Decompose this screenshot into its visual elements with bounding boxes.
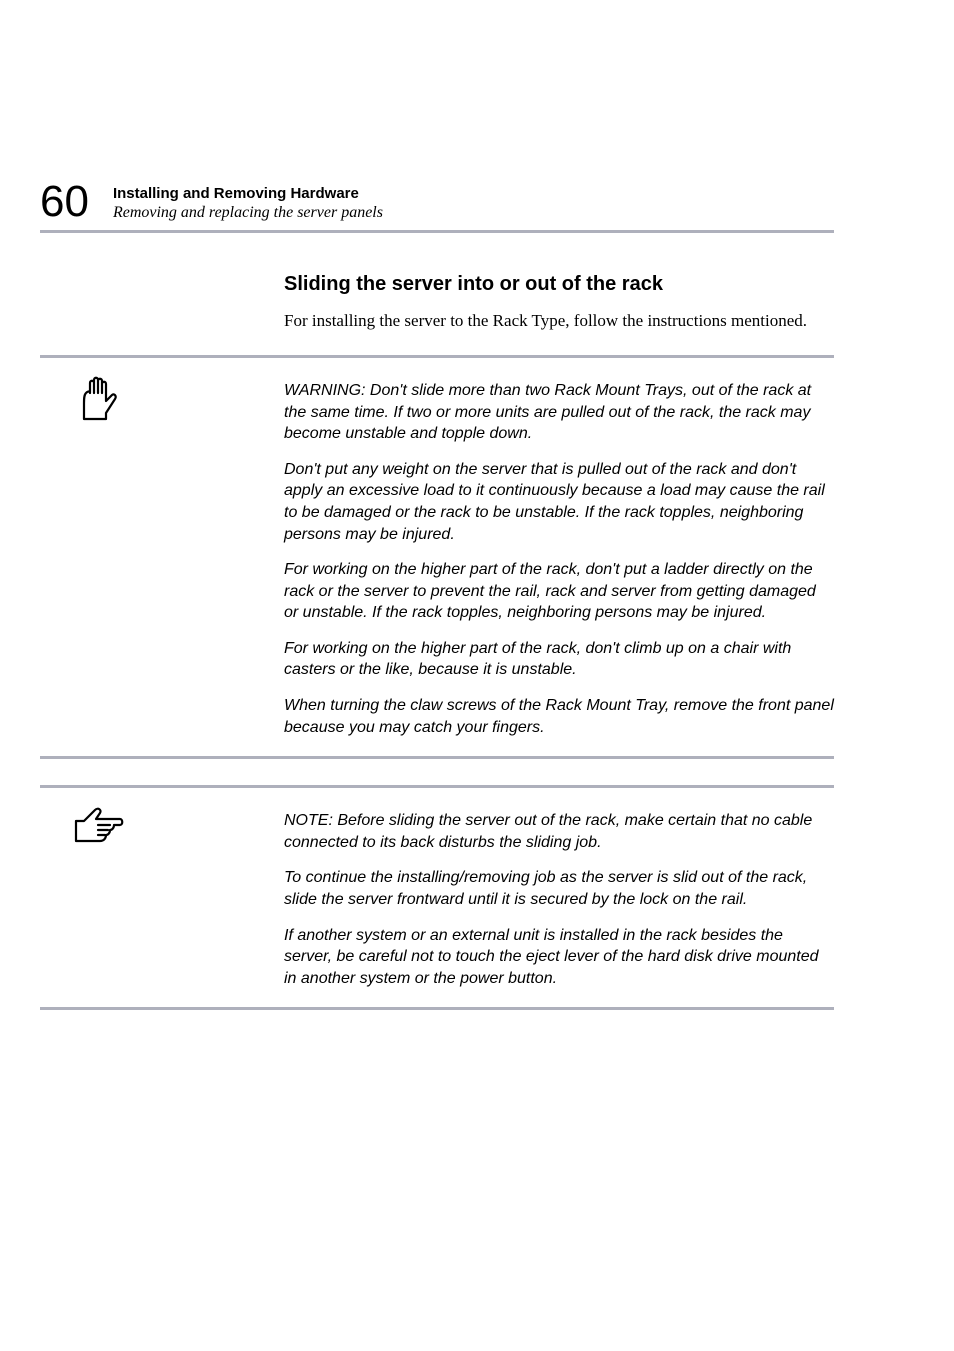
warning-callout: WARNING: Don't slide more than two Rack … — [40, 355, 834, 759]
note-callout: NOTE: Before sliding the server out of t… — [40, 785, 834, 1010]
main-content: Sliding the server into or out of the ra… — [284, 273, 834, 333]
running-header: 60 Installing and Removing Hardware Remo… — [40, 180, 834, 224]
section-heading: Sliding the server into or out of the ra… — [284, 273, 834, 296]
note-paragraph: NOTE: Before sliding the server out of t… — [284, 810, 834, 853]
warning-hand-icon — [70, 371, 126, 427]
note-paragraph: To continue the installing/removing job … — [284, 867, 834, 910]
header-text-block: Installing and Removing Hardware Removin… — [113, 181, 383, 224]
warning-paragraph: For working on the higher part of the ra… — [284, 559, 834, 624]
note-paragraph: If another system or an external unit is… — [284, 925, 834, 990]
warning-body: WARNING: Don't slide more than two Rack … — [284, 358, 834, 756]
note-body: NOTE: Before sliding the server out of t… — [284, 788, 834, 1007]
intro-paragraph: For installing the server to the Rack Ty… — [284, 310, 834, 333]
page-number: 60 — [40, 180, 89, 224]
section-subtitle: Removing and replacing the server panels — [113, 203, 383, 224]
callout-rule-bottom — [40, 756, 834, 759]
document-page: 60 Installing and Removing Hardware Remo… — [0, 0, 954, 1096]
note-pointing-hand-icon — [70, 801, 126, 857]
warning-paragraph: For working on the higher part of the ra… — [284, 638, 834, 681]
header-rule — [40, 230, 834, 233]
warning-paragraph: Don't put any weight on the server that … — [284, 459, 834, 545]
warning-paragraph: WARNING: Don't slide more than two Rack … — [284, 380, 834, 445]
callout-rule-bottom — [40, 1007, 834, 1010]
chapter-title: Installing and Removing Hardware — [113, 185, 383, 203]
warning-paragraph: When turning the claw screws of the Rack… — [284, 695, 834, 738]
